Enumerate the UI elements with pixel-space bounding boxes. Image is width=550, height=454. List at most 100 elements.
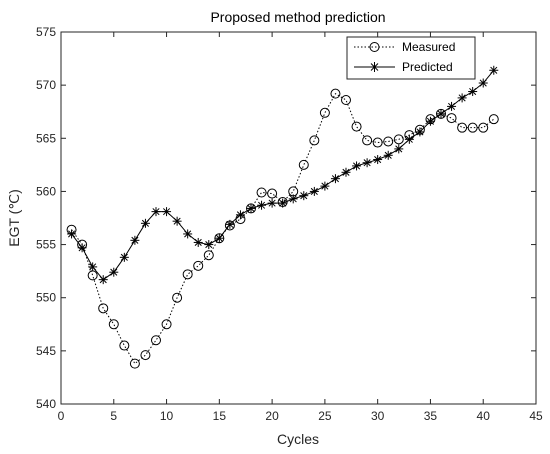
data-point-measured [256,187,267,198]
axis-ticks: 0 5 10 15 20 25 30 35 40 45 540 545 550 555 560 565 570 5… [36,25,543,423]
data-point-measured [119,340,130,351]
data-point-predicted [130,235,140,245]
data-point-predicted [193,237,203,247]
data-point-predicted [425,116,435,126]
legend-label-predicted: Predicted [402,60,453,74]
data-point-measured [193,260,204,271]
data-point-predicted [436,109,446,119]
chart-title: Proposed method prediction [210,9,385,25]
data-point-measured [319,107,330,118]
data-point-predicted [257,200,267,210]
data-point-measured [98,303,109,314]
data-point-predicted [67,229,77,239]
data-point-measured [393,134,404,145]
data-point-predicted [394,144,404,154]
data-point-predicted [119,252,129,262]
legend-item-predicted: Predicted [354,60,453,74]
data-point-predicted [278,198,288,208]
data-point-measured [341,95,351,106]
data-point-measured [330,88,341,99]
data-point-measured [298,159,309,170]
y-tick-label: 550 [36,291,56,305]
legend-box [346,36,476,80]
data-point-measured [383,136,394,147]
legend-marker-measured [369,42,380,52]
data-point-predicted [383,150,393,160]
legend-marker-predicted [369,62,380,72]
data-point-predicted [162,207,172,217]
data-point-predicted [478,78,488,88]
data-point-predicted [172,216,182,226]
data-point-predicted [362,158,372,168]
data-point-predicted [468,87,478,97]
data-point-measured [309,135,320,146]
data-point-predicted [309,186,319,196]
data-point-predicted [151,207,161,217]
x-tick-label: 20 [265,409,279,423]
data-point-predicted [77,243,87,253]
data-point-predicted [98,275,108,285]
x-tick-label: 15 [213,409,227,423]
data-point-predicted [214,233,224,243]
data-point-predicted [404,134,414,144]
data-point-measured [161,319,172,330]
data-point-predicted [235,210,245,220]
x-tick-label: 5 [110,409,117,423]
y-axis-label: EGT (℃) [6,189,22,246]
data-point-measured [467,122,478,133]
y-tick-label: 565 [36,131,56,145]
data-point-predicted [320,181,330,191]
data-point-measured [182,269,193,280]
legend: Measured Predicted [346,36,476,80]
legend-item-measured: Measured [354,40,455,54]
data-point-predicted [267,198,277,208]
data-point-predicted [204,240,214,250]
x-tick-label: 35 [424,409,438,423]
data-point-predicted [109,267,119,277]
data-point-predicted [373,155,383,165]
data-point-predicted [352,161,362,171]
data-point-predicted [88,262,98,272]
x-tick-label: 10 [160,409,174,423]
y-tick-label: 575 [36,25,56,39]
plot-area [60,31,537,405]
data-point-predicted [330,174,340,184]
data-point-measured [351,121,362,132]
x-tick-label: 40 [477,409,491,423]
data-point-measured [151,335,161,346]
data-point-measured [478,122,489,133]
data-point-measured [362,135,373,146]
data-point-measured [203,250,214,261]
y-tick-label: 560 [36,184,56,198]
data-point-predicted [225,219,235,229]
data-point-measured [140,350,151,361]
data-point-predicted [140,218,150,228]
data-point-measured [172,292,183,303]
x-tick-label: 25 [318,409,332,423]
data-point-predicted [288,194,298,204]
series-layer [66,65,499,369]
data-point-predicted [447,101,457,111]
x-tick-label: 30 [371,409,385,423]
y-tick-label: 540 [36,397,56,411]
data-point-predicted [183,229,193,239]
data-point-measured [129,358,140,369]
y-tick-label: 545 [36,344,56,358]
data-point-predicted [415,127,425,137]
y-tick-label: 555 [36,238,56,252]
data-point-measured [267,188,278,199]
series-predicted [67,65,499,285]
data-point-predicted [246,203,256,213]
data-point-predicted [457,93,467,103]
data-point-measured [488,114,499,125]
x-axis-label: Cycles [277,431,319,447]
data-point-predicted [341,167,351,177]
data-point-predicted [299,191,309,201]
data-point-predicted [489,65,499,75]
data-point-measured [446,113,457,124]
legend-label-measured: Measured [402,40,455,54]
x-tick-label: 45 [529,409,543,423]
data-point-measured [372,137,383,148]
data-point-measured [457,122,468,133]
